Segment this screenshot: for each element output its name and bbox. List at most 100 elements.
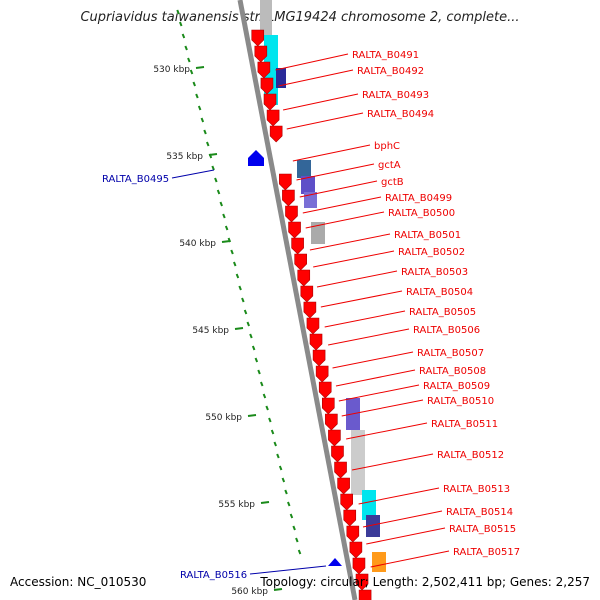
gc-skew-mark — [224, 225, 229, 231]
forward-gene-arrow — [315, 365, 329, 383]
feature-block — [301, 176, 315, 194]
gc-skew-mark — [287, 501, 291, 507]
gene-label-leader — [335, 369, 416, 387]
gene-label: RALTA_B0515 — [449, 524, 516, 535]
gc-skew-mark — [297, 549, 302, 555]
gc-skew-mark — [179, 21, 183, 27]
scale-tick — [273, 588, 283, 591]
gc-skew-mark — [233, 261, 237, 267]
feature-block — [351, 430, 365, 495]
forward-gene-arrow — [269, 125, 283, 143]
forward-gene-arrow — [260, 77, 274, 95]
gene-label: RALTA_B0493 — [362, 90, 429, 101]
forward-gene-arrow — [306, 317, 320, 335]
forward-gene-arrow — [331, 445, 344, 463]
gc-skew-mark — [262, 393, 267, 399]
gc-skew-mark — [235, 273, 240, 279]
gc-skew-mark — [211, 165, 215, 171]
gene-label-leader — [278, 69, 354, 87]
scale-tick — [260, 501, 270, 504]
gene-label-leader — [324, 310, 406, 328]
forward-gene-arrow — [294, 253, 307, 271]
gc-skew-mark — [216, 189, 221, 195]
gc-skew-mark — [230, 249, 234, 255]
gene-label-leader — [171, 169, 215, 179]
gc-skew-mark — [289, 513, 294, 519]
forward-gene-arrow — [328, 429, 341, 447]
gene-label-leader — [286, 112, 364, 130]
gc-skew-mark — [257, 369, 261, 375]
feature-track — [260, 0, 386, 572]
scale-tick — [208, 153, 218, 156]
forward-gene-arrow — [358, 589, 372, 600]
gene-label: RALTA_B0517 — [453, 547, 520, 558]
gene-label: RALTA_B0503 — [401, 267, 468, 278]
gene-label-leader — [316, 270, 398, 288]
gc-skew-mark — [254, 357, 259, 363]
gene-label-leader — [332, 351, 414, 369]
gene-label: RALTA_B0492 — [357, 66, 424, 77]
gc-skew-mark — [238, 285, 242, 291]
map-title: Cupriavidus taiwanensis str. LMG19424 ch… — [80, 10, 520, 25]
gc-skew-mark — [265, 405, 269, 411]
gene-label: RALTA_B0495 — [102, 174, 169, 185]
gc-skew-mark — [284, 489, 288, 495]
scale-tick-label: 560 kbp — [231, 587, 268, 597]
gene-label: RALTA_B0501 — [394, 230, 461, 241]
gc-skew-mark — [192, 81, 196, 87]
gc-skew-mark — [273, 441, 277, 447]
gc-skew-mark — [281, 477, 286, 483]
forward-gene-arrow — [282, 189, 295, 207]
gene-label: bphC — [374, 141, 400, 152]
forward-gene-arrow — [297, 269, 311, 287]
gene-label: RALTA_B0499 — [385, 193, 452, 204]
feature-block — [366, 515, 380, 537]
gene-label-leader — [346, 422, 428, 440]
forward-gene-arrow — [334, 461, 347, 479]
gene-label-leader — [351, 453, 434, 471]
gene-label: RALTA_B0510 — [427, 396, 494, 407]
forward-gene-arrow — [279, 173, 292, 191]
scale-track: 530 kbp 535 kbp 540 kbp 545 kbp 550 kbp 555 k… — [153, 65, 283, 597]
feature-block — [311, 222, 325, 244]
feature-block — [297, 160, 311, 178]
gene-label-leader — [320, 290, 403, 308]
gene-label-leader — [302, 196, 382, 214]
gc-skew-mark — [187, 57, 191, 63]
scale-tick-label: 530 kbp — [153, 65, 190, 75]
gc-skew-mark — [268, 417, 272, 423]
gc-skew-mark — [184, 45, 188, 51]
forward-gene-arrow — [346, 525, 360, 543]
gene-label: gctB — [381, 177, 404, 188]
forward-gene-arrow — [340, 493, 353, 511]
backbone-track — [237, 0, 358, 600]
gene-label: RALTA_B0507 — [417, 348, 484, 359]
gc-skew-mark — [292, 525, 296, 531]
forward-gene-arrow — [254, 45, 268, 63]
forward-gene-arrow — [325, 413, 338, 431]
gc-skew-mark — [251, 345, 256, 351]
gene-label: RALTA_B0509 — [423, 381, 490, 392]
gc-skew-mark — [276, 453, 280, 459]
gc-skew-track — [176, 9, 302, 555]
gene-label-leader — [249, 565, 327, 575]
gc-skew-mark — [222, 213, 226, 219]
reverse-gene-arrow — [248, 150, 264, 166]
forward-gene-arrow — [337, 477, 350, 495]
forward-gene-arrow — [263, 93, 277, 111]
gene-label-leader — [299, 180, 378, 198]
gene-label-leader — [282, 93, 359, 111]
gc-skew-mark — [246, 321, 250, 327]
gc-skew-mark — [200, 117, 205, 123]
feature-block — [276, 68, 286, 88]
gc-skew-mark — [203, 129, 207, 135]
gene-label: RALTA_B0516 — [180, 570, 247, 581]
gc-skew-mark — [181, 33, 186, 39]
forward-gene-arrow — [312, 349, 326, 367]
gc-skew-mark — [249, 333, 253, 339]
forward-gene-arrow — [309, 333, 323, 351]
scale-tick-label: 540 kbp — [179, 239, 216, 249]
gene-label-leader — [358, 487, 440, 505]
topology-text: Topology: circular; Length: 2,502,411 bp… — [260, 575, 590, 589]
forward-gene-arrow — [318, 381, 332, 399]
